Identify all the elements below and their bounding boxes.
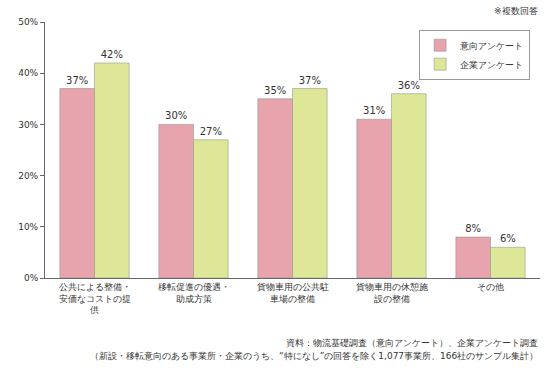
svg-text:公共による整備・安価なコストの提供: 公共による整備・安価なコストの提供 — [59, 282, 131, 315]
svg-text:35%: 35% — [264, 85, 286, 96]
svg-text:40%: 40% — [18, 68, 38, 78]
svg-text:その他: その他 — [477, 282, 504, 292]
svg-text:貨物車用の休憩施設の整備: 貨物車用の休憩施設の整備 — [356, 282, 428, 304]
svg-text:企業アンケート: 企業アンケート — [460, 60, 523, 70]
svg-text:30%: 30% — [18, 120, 38, 130]
svg-text:（新設・移転意向のある事業所・企業のうち、“特になし”の回答: （新設・移転意向のある事業所・企業のうち、“特になし”の回答を除く1,077事業… — [90, 351, 538, 361]
svg-text:0%: 0% — [24, 273, 39, 283]
svg-text:42%: 42% — [101, 49, 123, 60]
svg-text:6%: 6% — [500, 233, 516, 244]
svg-text:36%: 36% — [398, 80, 420, 91]
svg-text:27%: 27% — [200, 126, 222, 137]
svg-text:30%: 30% — [165, 110, 187, 121]
svg-text:貨物車用の公共駐車場の整備: 貨物車用の公共駐車場の整備 — [257, 282, 329, 304]
svg-text:移転促進の優遇・助成方策: 移転促進の優遇・助成方策 — [158, 282, 230, 304]
svg-text:31%: 31% — [363, 105, 385, 116]
svg-text:※複数回答: ※複数回答 — [494, 6, 538, 16]
svg-text:20%: 20% — [18, 171, 38, 181]
svg-text:37%: 37% — [299, 75, 321, 86]
svg-text:資料：物流基礎調査（意向アンケート）、企業アンケート調査: 資料：物流基礎調査（意向アンケート）、企業アンケート調査 — [286, 338, 538, 348]
svg-text:意向アンケート: 意向アンケート — [459, 41, 523, 51]
svg-text:37%: 37% — [66, 75, 88, 86]
svg-text:50%: 50% — [18, 17, 38, 27]
svg-text:10%: 10% — [18, 222, 38, 232]
svg-text:8%: 8% — [465, 223, 481, 234]
